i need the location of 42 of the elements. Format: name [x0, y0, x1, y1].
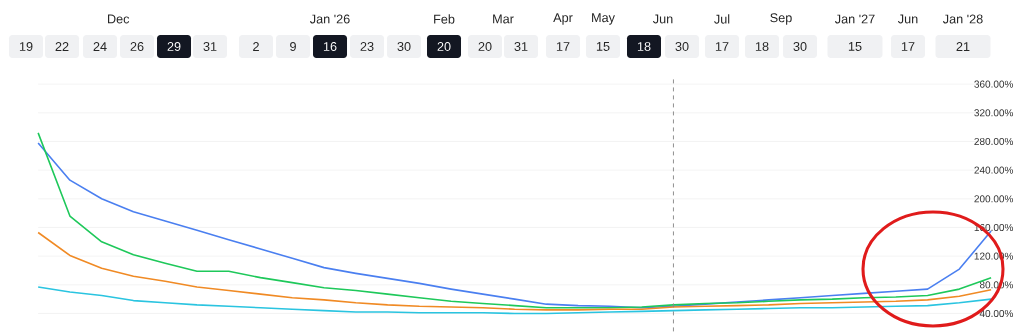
text: 30	[397, 42, 411, 51]
text: 19	[19, 42, 33, 51]
text: Jan '28	[942, 14, 983, 24]
text: Jun	[652, 14, 673, 24]
text: 18	[755, 42, 769, 51]
text: 29	[167, 42, 181, 51]
y-tick-label: 40.00%	[979, 309, 1014, 318]
text: 18	[637, 42, 651, 51]
y-tick-label: 280.00%	[974, 137, 1014, 146]
text: 21	[956, 42, 970, 51]
y-tick-label: 240.00%	[974, 166, 1014, 174]
text: Mar	[493, 14, 514, 24]
text: 20	[478, 42, 492, 51]
text: 24	[93, 42, 107, 51]
text: 17	[901, 42, 915, 51]
text: Dec	[108, 14, 130, 24]
y-tick-label: 320.00%	[974, 109, 1014, 117]
text: 15	[596, 42, 610, 51]
y-tick-label: 360.00%	[974, 80, 1014, 88]
text: 30	[675, 42, 689, 51]
text: Jan '27	[834, 14, 875, 24]
text: 30	[793, 42, 807, 51]
text: 16	[323, 42, 337, 51]
y-tick-label: 200.00%	[974, 195, 1014, 203]
text: 17	[556, 42, 570, 51]
text: Apr	[553, 13, 573, 25]
text: Sep	[770, 13, 792, 25]
text: Feb	[434, 14, 455, 24]
text: May	[592, 13, 615, 25]
text: 20	[437, 42, 451, 51]
text: 22	[55, 42, 69, 51]
text: 17	[715, 42, 729, 51]
text: 9	[290, 42, 296, 51]
text: 23	[360, 42, 374, 51]
text: Jul	[714, 14, 730, 24]
text: Jan '26	[309, 14, 350, 24]
text: Jun	[897, 14, 918, 24]
text: 26	[130, 42, 144, 51]
text: 31	[514, 42, 528, 51]
text: 31	[203, 42, 217, 51]
text: 2	[253, 42, 259, 51]
text: 15	[848, 42, 862, 51]
